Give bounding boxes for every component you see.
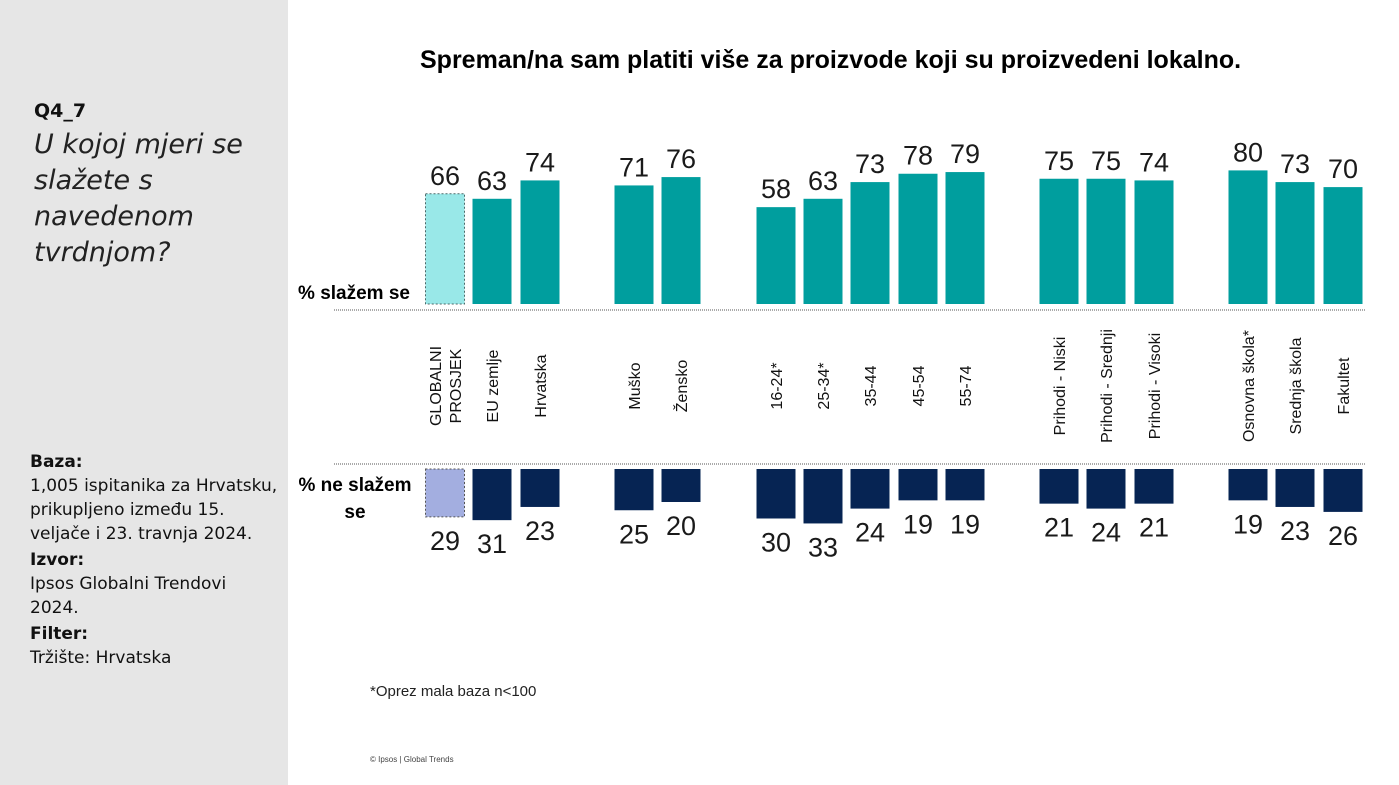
agree-bar [1039,178,1079,304]
agree-value-label: 78 [903,141,933,171]
agree-value-label: 73 [855,149,885,179]
agree-value-label: 75 [1091,146,1121,176]
agree-bar [1275,182,1315,304]
category-label: 35-44 [863,365,880,406]
disagree-value-label: 19 [1233,509,1263,539]
filter-text: Tržište: Hrvatska [30,648,172,668]
disagree-value-label: 19 [950,509,980,539]
disagree-bar [1323,469,1363,512]
agree-value-label: 80 [1233,137,1263,167]
category-label: GLOBALNI PROSJEK [428,346,465,426]
footnote: *Oprez mala baza n<100 [370,683,537,700]
question-code: Q4_7 [34,100,87,122]
agree-bar [1323,187,1363,304]
disagree-bar [520,469,560,507]
disagree-bar [850,469,890,509]
agree-value-label: 73 [1280,149,1310,179]
disagree-value-label: 31 [477,529,507,559]
disagree-bar [425,468,465,518]
category-label: Prihodi - Visoki [1147,333,1164,439]
disagree-bar [614,469,654,511]
disagree-value-label: 26 [1328,521,1358,551]
source-label: Izvor: [30,550,85,570]
disagree-bar [1134,469,1174,504]
disagree-value-label: 29 [430,526,460,556]
agree-bar [661,177,701,304]
category-label: Žensko [672,360,691,413]
disagree-bar [803,469,843,524]
disagree-bar [1228,469,1268,501]
category-label: 16-24* [769,362,786,409]
agree-bar [850,182,890,304]
disagree-value-label: 33 [808,532,838,562]
agree-bar [898,173,938,304]
agree-value-label: 63 [808,166,838,196]
agree-bar [756,207,796,304]
sidebar: Q4_7 U kojoj mjeri se slažete s navedeno… [0,0,288,785]
agree-bar [945,172,985,304]
base-label: Baza: [30,452,83,472]
agree-value-label: 74 [1139,147,1169,177]
agree-bar [472,198,512,304]
disagree-bar [472,469,512,521]
agree-bar [1086,178,1126,304]
agree-bar [803,198,843,304]
agree-value-label: 76 [666,144,696,174]
agree-bar [425,193,465,305]
agree-row-label: % slažem se [298,283,410,304]
source-text: Ipsos Globalni Trendovi 2024. [30,574,227,618]
disagree-value-label: 23 [1280,516,1310,546]
category-label: Fakultet [1336,357,1353,414]
disagree-bar [756,469,796,519]
disagree-row-label: % ne slažem se [298,475,412,523]
agree-bar [1228,170,1268,304]
disagree-bar [945,469,985,501]
question-text: U kojoj mjeri se slažete s navedenom tvr… [34,129,243,268]
category-label: 45-54 [911,365,928,406]
agree-value-label: 79 [950,139,980,169]
base-text: 1,005 ispitanika za Hrvatsku, prikupljen… [30,476,278,544]
category-label: Muško [627,362,644,409]
category-label: 55-74 [958,365,975,406]
disagree-value-label: 24 [855,518,885,548]
category-label: Prihodi - Srednji [1099,329,1116,443]
agree-value-label: 74 [525,147,555,177]
filter-label: Filter: [30,624,89,644]
category-label: Osnovna škola* [1241,330,1258,442]
disagree-bar [898,469,938,501]
disagree-value-label: 21 [1044,513,1074,543]
category-label: 25-34* [816,362,833,409]
disagree-value-label: 21 [1139,513,1169,543]
category-label: Hrvatska [533,354,550,417]
agree-value-label: 63 [477,166,507,196]
disagree-value-label: 24 [1091,518,1121,548]
disagree-value-label: 23 [525,516,555,546]
disagree-bar [1039,469,1079,504]
copyright: © Ipsos | Global Trends [370,755,454,764]
disagree-value-label: 25 [619,519,649,549]
disagree-bar [661,469,701,502]
agree-value-label: 71 [619,152,649,182]
disagree-value-label: 20 [666,511,696,541]
category-label: Srednja škola [1288,337,1305,434]
agree-bar [614,185,654,304]
category-label: EU zemlje [485,349,502,422]
disagree-bar [1086,469,1126,509]
disagree-value-label: 19 [903,509,933,539]
disagree-bar [1275,469,1315,507]
agree-value-label: 66 [430,161,460,191]
agree-value-label: 70 [1328,154,1358,184]
agree-value-label: 75 [1044,146,1074,176]
meta-info: Baza: 1,005 ispitanika za Hrvatsku, prik… [30,450,280,672]
disagree-value-label: 30 [761,528,791,558]
agree-value-label: 58 [761,174,791,204]
chart-title: Spreman/na sam platiti više za proizvode… [420,46,1242,74]
agree-bar [520,180,560,304]
agree-bar [1134,180,1174,304]
category-label: Prihodi - Niski [1052,337,1069,436]
